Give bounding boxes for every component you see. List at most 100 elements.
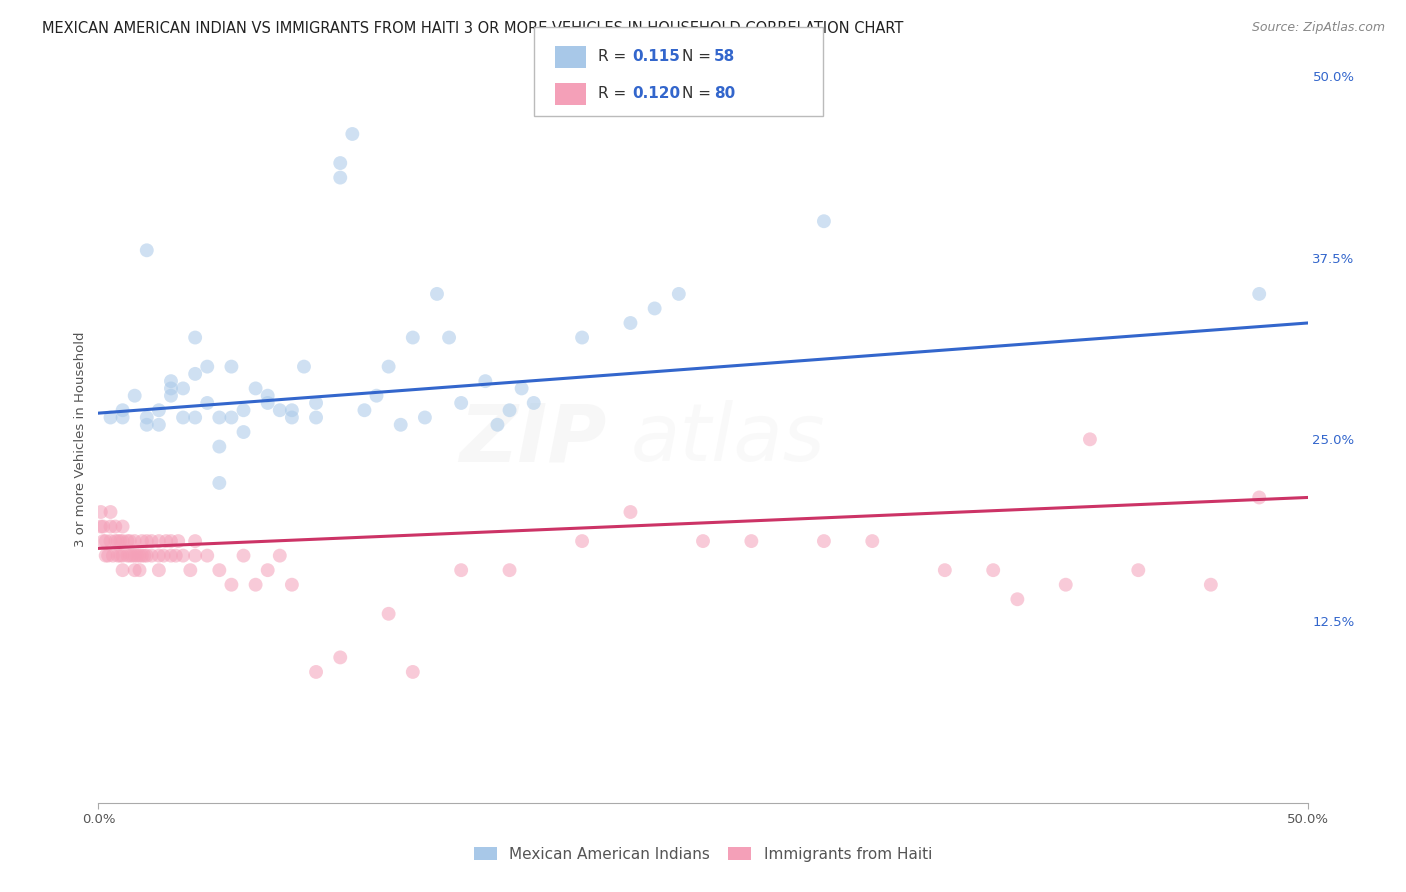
Point [184, 330, 207, 344]
Point [135, 549, 157, 563]
Point [269, 403, 291, 417]
Point [118, 534, 141, 549]
Point [498, 563, 520, 577]
Point [104, 534, 127, 549]
Point [981, 563, 1004, 577]
Point [111, 410, 134, 425]
Point [474, 374, 496, 388]
Point [437, 330, 460, 344]
Point [208, 440, 231, 454]
Point [571, 330, 593, 344]
Point [141, 534, 163, 549]
Point [90, 505, 112, 519]
Point [172, 381, 194, 395]
Text: 80: 80 [714, 87, 735, 102]
Point [160, 381, 183, 395]
Point [135, 244, 157, 258]
Point [281, 403, 304, 417]
Point [148, 563, 170, 577]
Point [740, 534, 762, 549]
Point [232, 425, 254, 439]
Point [256, 563, 278, 577]
Point [160, 534, 183, 549]
Point [195, 549, 218, 563]
Point [292, 359, 315, 374]
Point [101, 549, 124, 563]
Point [498, 403, 520, 417]
Text: R =: R = [598, 87, 631, 102]
Point [118, 549, 141, 563]
Point [134, 549, 156, 563]
Point [1054, 578, 1077, 592]
Point [1128, 563, 1150, 577]
Point [155, 534, 177, 549]
Point [450, 396, 472, 410]
Y-axis label: 3 or more Vehicles in Household: 3 or more Vehicles in Household [75, 332, 87, 547]
Text: atlas: atlas [630, 401, 825, 478]
Text: 0.115: 0.115 [633, 49, 681, 64]
Text: N =: N = [682, 49, 716, 64]
Point [160, 374, 183, 388]
Point [644, 301, 666, 316]
Point [208, 410, 231, 425]
Point [329, 650, 352, 665]
Point [111, 549, 134, 563]
Point [111, 403, 134, 417]
Text: 0.120: 0.120 [633, 87, 681, 102]
Text: R =: R = [598, 49, 631, 64]
Point [305, 410, 328, 425]
Point [111, 534, 134, 549]
Point [813, 534, 835, 549]
Point [124, 534, 146, 549]
Point [619, 316, 641, 330]
Point [148, 549, 170, 563]
Point [184, 534, 207, 549]
Point [184, 367, 207, 381]
Point [208, 563, 231, 577]
Text: 58: 58 [714, 49, 735, 64]
Point [221, 410, 243, 425]
Point [148, 417, 170, 432]
Point [256, 396, 278, 410]
Point [413, 410, 436, 425]
Point [245, 381, 267, 395]
Point [366, 389, 388, 403]
Point [108, 549, 131, 563]
Point [208, 475, 231, 490]
Point [124, 389, 146, 403]
Point [1007, 592, 1029, 607]
Point [141, 549, 163, 563]
Point [100, 534, 122, 549]
Point [232, 403, 254, 417]
Point [184, 549, 207, 563]
Point [510, 381, 533, 395]
Text: N =: N = [682, 87, 716, 102]
Point [402, 330, 425, 344]
Point [172, 549, 194, 563]
Point [131, 549, 153, 563]
Point [813, 214, 835, 228]
Point [184, 410, 207, 425]
Point [91, 519, 114, 533]
Point [97, 549, 120, 563]
Point [108, 534, 131, 549]
Point [160, 389, 183, 403]
Point [90, 519, 112, 533]
Point [135, 417, 157, 432]
Point [668, 287, 690, 301]
Point [305, 665, 328, 679]
Point [111, 519, 134, 533]
Point [165, 549, 187, 563]
Point [128, 563, 150, 577]
Point [172, 410, 194, 425]
Point [1078, 432, 1101, 446]
Text: Source: ZipAtlas.com: Source: ZipAtlas.com [1251, 21, 1385, 34]
Point [167, 534, 190, 549]
Point [1249, 491, 1271, 505]
Point [152, 549, 174, 563]
Point [389, 417, 412, 432]
Point [148, 403, 170, 417]
Point [135, 534, 157, 549]
Point [104, 519, 127, 533]
Point [281, 410, 304, 425]
